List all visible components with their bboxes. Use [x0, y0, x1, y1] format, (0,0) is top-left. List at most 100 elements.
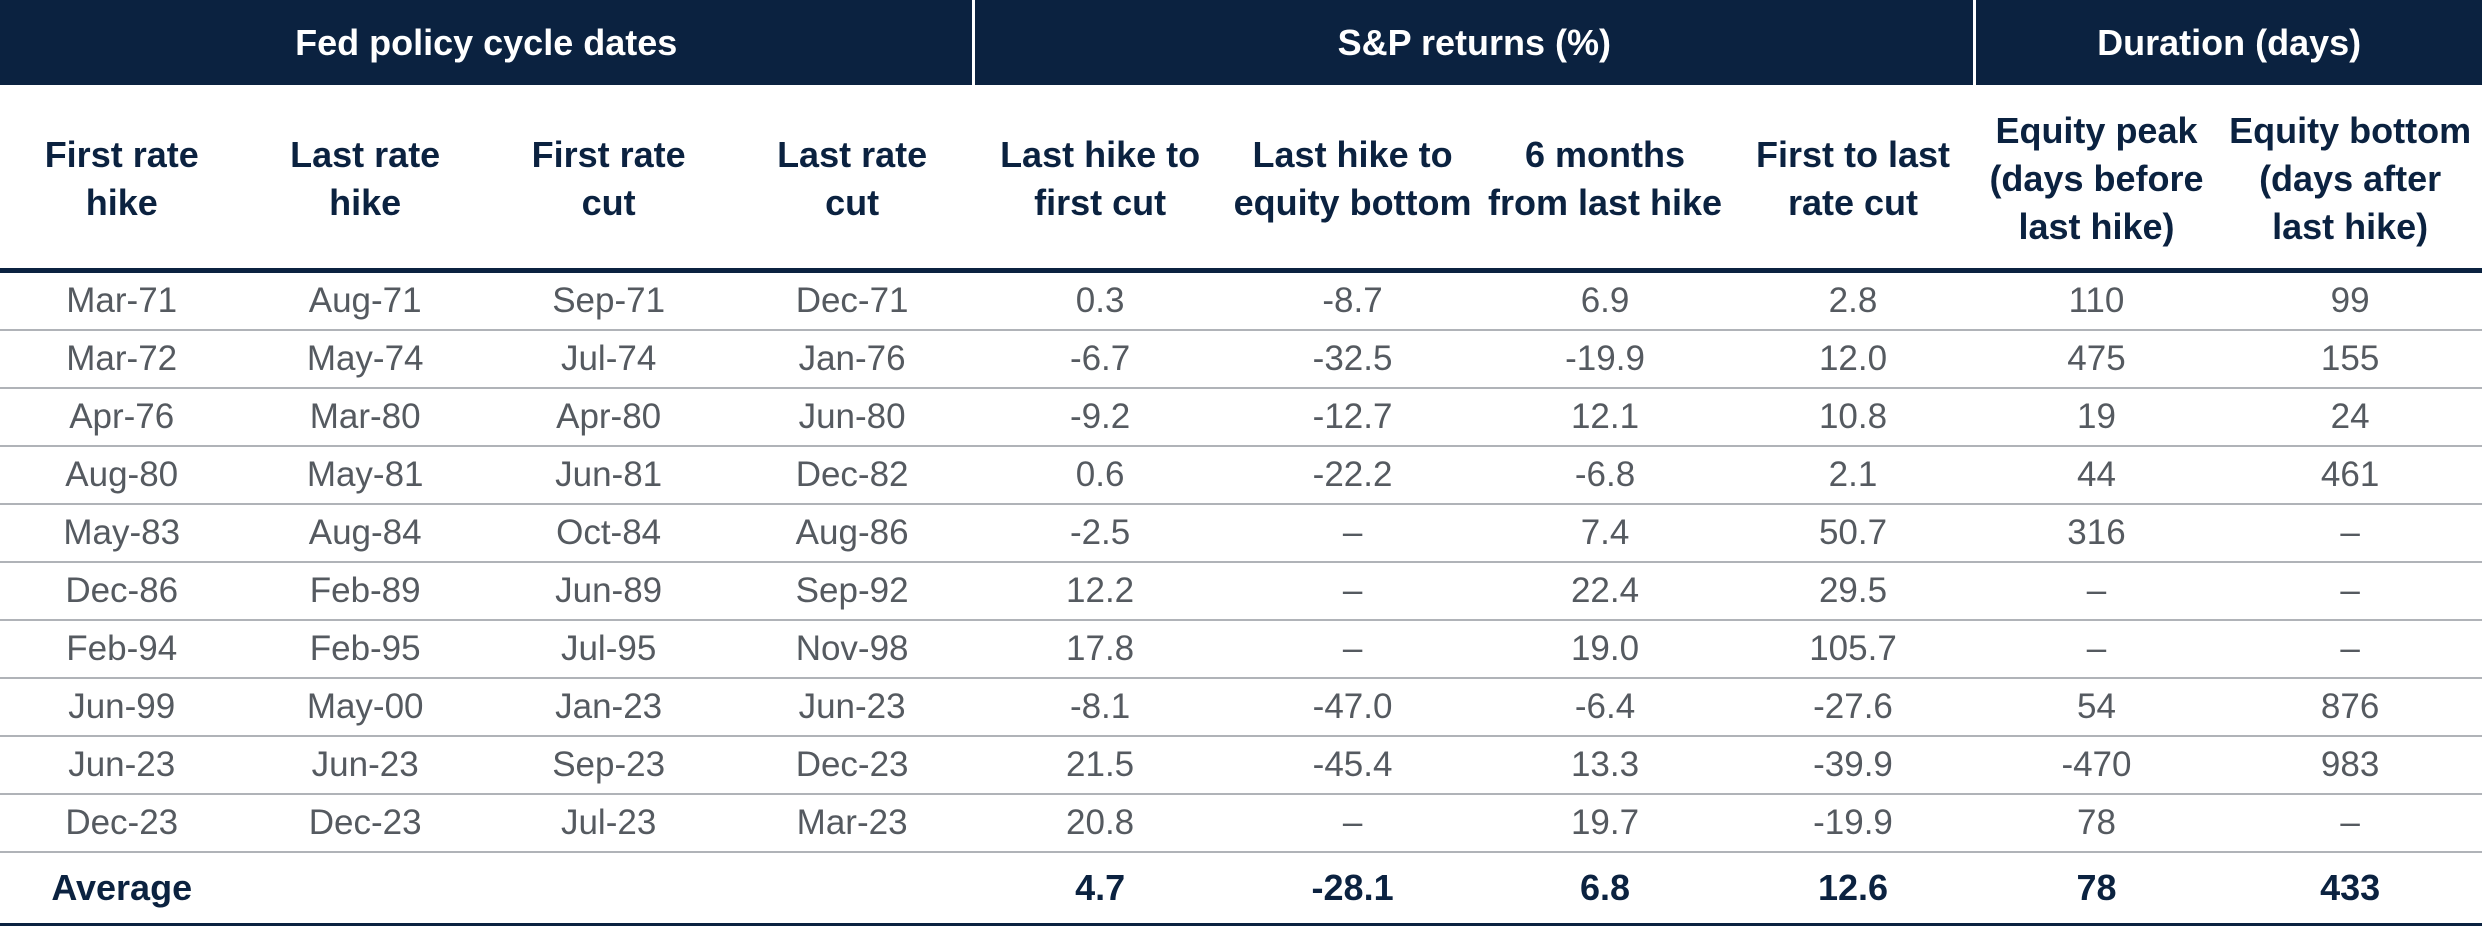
table-cell: Feb-89	[243, 562, 487, 621]
table-cell: 316	[1974, 504, 2219, 563]
table-row: Apr-76 Mar-80 Apr-80 Jun-80 -9.2 -12.7 12.1 10.…	[0, 388, 2482, 447]
table-cell: Jun-89	[486, 562, 731, 621]
col-last-rate-cut: Last rate cut	[730, 87, 974, 273]
table-cell: -6.7	[973, 330, 1227, 389]
average-cell: 12.6	[1731, 852, 1975, 926]
table-cell: –	[2218, 794, 2482, 853]
average-cell: 433	[2218, 852, 2482, 926]
table-row: Jun-99 May-00 Jan-23 Jun-23 -8.1 -47.0 -6.4 -27…	[0, 678, 2482, 737]
table-cell: -27.6	[1731, 678, 1975, 737]
table-cell: 50.7	[1731, 504, 1975, 563]
table-cell: Jun-23	[243, 736, 487, 795]
table-cell: 155	[2218, 330, 2482, 389]
group-header-row: Fed policy cycle dates S&P returns (%) D…	[0, 0, 2482, 89]
average-cell: -28.1	[1226, 852, 1479, 926]
table-cell: 19.7	[1478, 794, 1732, 853]
table-cell: 12.2	[973, 562, 1227, 621]
table-cell: Dec-71	[730, 270, 974, 331]
table-cell: –	[1974, 562, 2219, 621]
table-body: Mar-71 Aug-71 Sep-71 Dec-71 0.3 -8.7 6.9 2.8 110…	[0, 270, 2482, 926]
table-cell: –	[2218, 562, 2482, 621]
table-cell: Dec-23	[730, 736, 974, 795]
average-cell: 4.7	[973, 852, 1227, 926]
table-cell: Jun-80	[730, 388, 974, 447]
table-cell: Mar-80	[243, 388, 487, 447]
table-cell: 19	[1974, 388, 2219, 447]
col-equity-bottom-days: Equity bottom (days after last hike)	[2218, 87, 2482, 273]
table-cell: Jun-23	[0, 736, 244, 795]
table-cell: 19.0	[1478, 620, 1732, 679]
average-cell: 78	[1974, 852, 2219, 926]
table-cell: -19.9	[1731, 794, 1975, 853]
table-cell: -6.4	[1478, 678, 1732, 737]
table-cell: Sep-92	[730, 562, 974, 621]
table-cell: -470	[1974, 736, 2219, 795]
table-cell: May-00	[243, 678, 487, 737]
col-first-rate-hike: First rate hike	[0, 87, 244, 273]
col-equity-peak-days: Equity peak (days before last hike)	[1974, 87, 2219, 273]
table-row: Mar-71 Aug-71 Sep-71 Dec-71 0.3 -8.7 6.9 2.8 110…	[0, 270, 2482, 331]
table-cell: 54	[1974, 678, 2219, 737]
table-cell: -19.9	[1478, 330, 1732, 389]
table-cell: Jan-76	[730, 330, 974, 389]
average-row: Average 4.7 -28.1 6.8 12.6 78 433	[0, 852, 2482, 926]
table-cell: -6.8	[1478, 446, 1732, 505]
group-header-sp-returns: S&P returns (%)	[972, 0, 1975, 89]
table-cell: –	[1226, 504, 1479, 563]
table-cell: –	[1226, 620, 1479, 679]
average-cell	[486, 852, 731, 926]
table-cell: Jun-23	[730, 678, 974, 737]
table-cell: 29.5	[1731, 562, 1975, 621]
average-cell	[243, 852, 487, 926]
table-cell: 983	[2218, 736, 2482, 795]
table-cell: May-81	[243, 446, 487, 505]
table-cell: 461	[2218, 446, 2482, 505]
table-row: Dec-23 Dec-23 Jul-23 Mar-23 20.8–19.7 -19.9 78…	[0, 794, 2482, 853]
table-cell: Jul-95	[486, 620, 731, 679]
table-cell: Mar-71	[0, 270, 244, 331]
table-row: Mar-72 May-74 Jul-74 Jan-76 -6.7 -32.5 -19.9 12…	[0, 330, 2482, 389]
average-cell	[730, 852, 974, 926]
table-cell: Feb-95	[243, 620, 487, 679]
table-cell: May-74	[243, 330, 487, 389]
table-cell: –	[2218, 620, 2482, 679]
col-first-rate-cut: First rate cut	[486, 87, 731, 273]
table-cell: -32.5	[1226, 330, 1479, 389]
table-cell: 7.4	[1478, 504, 1732, 563]
table-cell: Dec-23	[243, 794, 487, 853]
table-cell: 0.3	[973, 270, 1227, 331]
table-cell: -39.9	[1731, 736, 1975, 795]
table-cell: Aug-80	[0, 446, 244, 505]
table-cell: Aug-86	[730, 504, 974, 563]
table-cell: -8.1	[973, 678, 1227, 737]
col-last-hike-to-equity-bottom: Last hike to equity bottom	[1226, 87, 1479, 273]
table-cell: Dec-23	[0, 794, 244, 853]
column-header-row: First rate hike Last rate hike First rat…	[0, 87, 2482, 273]
table-row: Jun-23 Jun-23 Sep-23 Dec-23 21.5 -45.4 13.3 -39…	[0, 736, 2482, 795]
table-cell: -22.2	[1226, 446, 1479, 505]
table-cell: 24	[2218, 388, 2482, 447]
table-cell: 12.1	[1478, 388, 1732, 447]
col-last-hike-to-first-cut: Last hike to first cut	[973, 87, 1227, 273]
group-header-duration: Duration (days)	[1973, 0, 2482, 89]
table-cell: –	[1226, 562, 1479, 621]
table-cell: Sep-23	[486, 736, 731, 795]
table-cell: 17.8	[973, 620, 1227, 679]
table-cell: -8.7	[1226, 270, 1479, 331]
table-row: May-83 Aug-84 Oct-84 Aug-86 -2.5–7.4 50.7 316–	[0, 504, 2482, 563]
table-cell: Feb-94	[0, 620, 244, 679]
table-cell: 99	[2218, 270, 2482, 331]
table-cell: 2.8	[1731, 270, 1975, 331]
table-cell: 12.0	[1731, 330, 1975, 389]
table-cell: 78	[1974, 794, 2219, 853]
table-cell: 10.8	[1731, 388, 1975, 447]
table-cell: Jul-23	[486, 794, 731, 853]
table-cell: 105.7	[1731, 620, 1975, 679]
table-cell: 0.6	[973, 446, 1227, 505]
col-first-to-last-rate-cut: First to last rate cut	[1731, 87, 1975, 273]
table-cell: Apr-80	[486, 388, 731, 447]
table-cell: -12.7	[1226, 388, 1479, 447]
table-cell: 475	[1974, 330, 2219, 389]
table-cell: Apr-76	[0, 388, 244, 447]
